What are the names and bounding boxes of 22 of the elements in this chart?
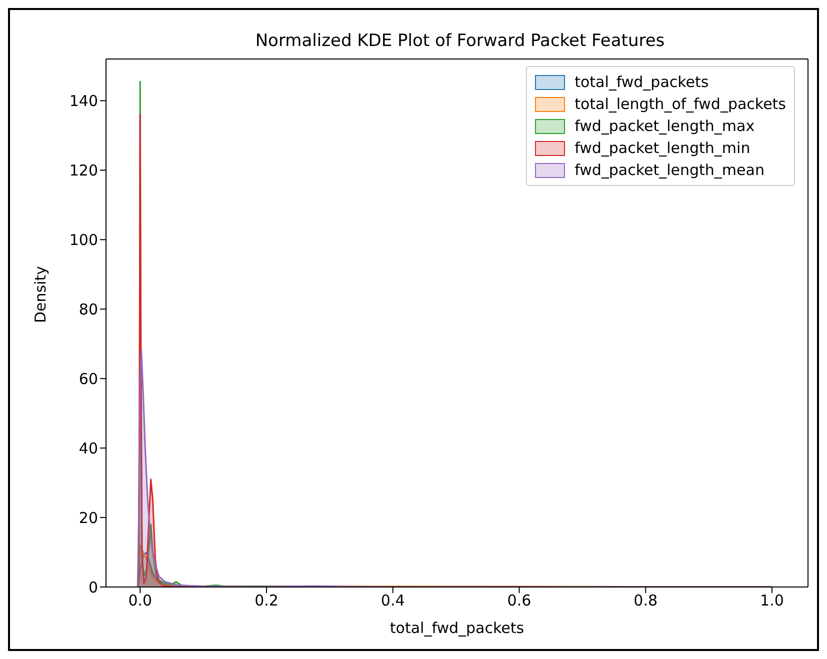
- legend-label: total_length_of_fwd_packets: [574, 94, 786, 115]
- x-tick-label: 0.8: [634, 592, 658, 610]
- y-tick-label: 120: [69, 161, 98, 180]
- x-tick-label: 0.4: [380, 592, 405, 610]
- chart-title: Normalized KDE Plot of Forward Packet Features: [255, 31, 665, 51]
- y-tick-label: 140: [69, 92, 98, 110]
- x-tick-label: 0.6: [507, 592, 532, 610]
- y-tick-label: 20: [78, 508, 98, 527]
- y-tick-label: 0: [88, 578, 98, 596]
- y-tick-label: 40: [78, 439, 98, 458]
- x-tick-label: 0.2: [254, 592, 278, 610]
- legend-label: total_fwd_packets: [574, 72, 709, 93]
- x-tick-label: 1.0: [760, 592, 784, 610]
- legend-label: fwd_packet_length_min: [574, 138, 750, 159]
- legend-label: fwd_packet_length_max: [574, 116, 755, 137]
- x-tick-label: 0.0: [128, 592, 152, 610]
- legend-label: fwd_packet_length_mean: [574, 160, 764, 181]
- y-axis-title: Density: [31, 266, 50, 323]
- y-tick-label: 80: [78, 300, 98, 318]
- y-tick-label: 60: [78, 370, 98, 388]
- x-axis-title: total_fwd_packets: [390, 619, 524, 637]
- y-tick-label: 100: [69, 230, 98, 249]
